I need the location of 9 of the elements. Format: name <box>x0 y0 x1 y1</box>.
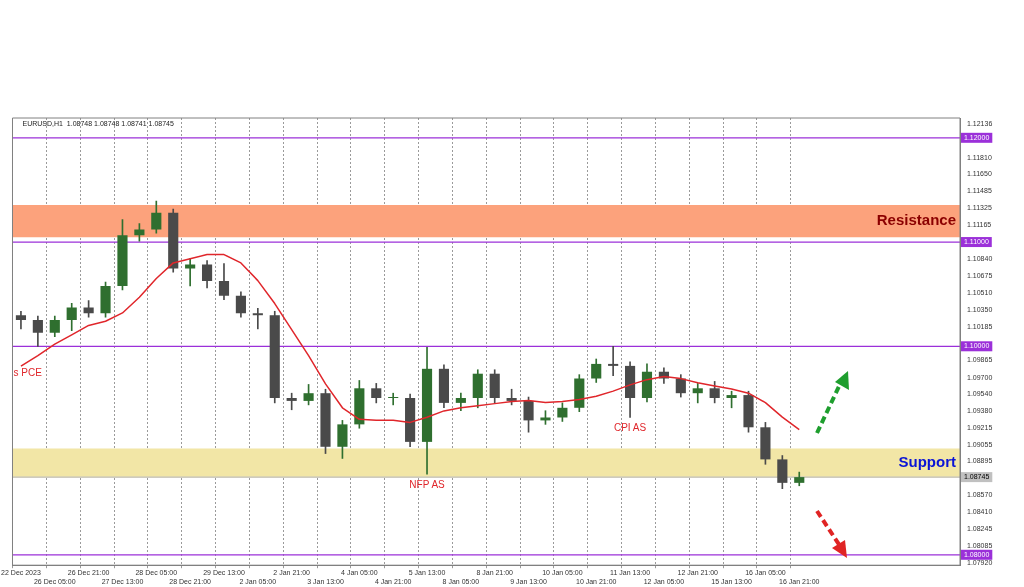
band-label: Support <box>898 453 956 471</box>
candlestick <box>252 308 263 330</box>
candlestick <box>388 392 399 406</box>
candlestick <box>608 346 619 376</box>
annotation: CPI AS <box>613 422 647 434</box>
band-label: Resistance <box>876 211 956 229</box>
candlestick <box>185 258 196 287</box>
annotation: s PCE <box>13 366 43 378</box>
annotation: NFP AS <box>409 478 446 490</box>
